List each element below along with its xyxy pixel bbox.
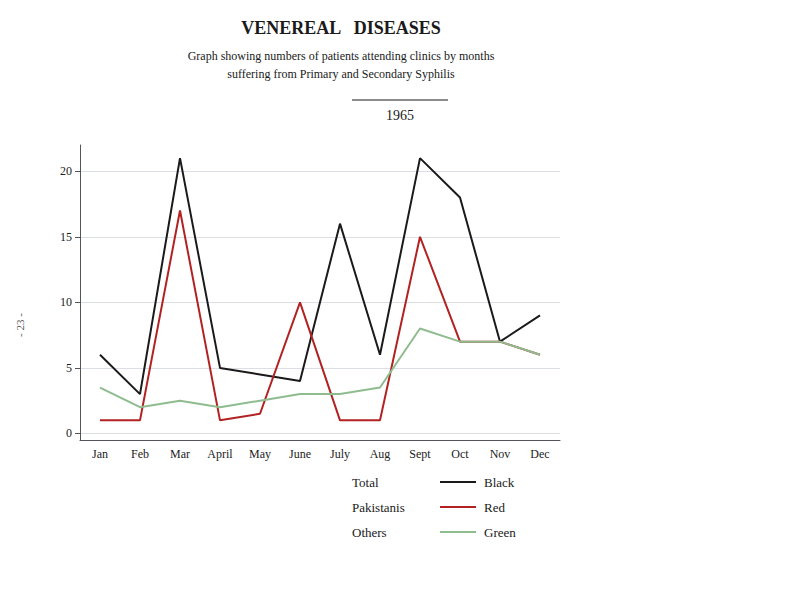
svg-text:15: 15	[60, 230, 72, 244]
svg-text:10: 10	[60, 295, 72, 309]
svg-text:July: July	[330, 447, 350, 461]
svg-text:Aug: Aug	[370, 447, 391, 461]
svg-text:5: 5	[66, 361, 72, 375]
svg-text:Graph showing numbers of patie: Graph showing numbers of patients attend…	[188, 49, 495, 63]
svg-text:Black: Black	[484, 475, 515, 490]
svg-text:Dec: Dec	[530, 447, 549, 461]
svg-text:Sept: Sept	[409, 447, 431, 461]
svg-text:0: 0	[66, 426, 72, 440]
svg-text:- 23 -: - 23 -	[14, 313, 26, 337]
svg-text:Pakistanis: Pakistanis	[352, 500, 405, 515]
svg-text:suffering from Primary and Sec: suffering from Primary and Secondary Syp…	[227, 67, 455, 81]
svg-text:Jan: Jan	[92, 447, 108, 461]
svg-text:May: May	[249, 447, 271, 461]
svg-text:April: April	[207, 447, 233, 461]
svg-text:June: June	[289, 447, 311, 461]
svg-text:Others: Others	[352, 525, 387, 540]
svg-text:20: 20	[60, 164, 72, 178]
svg-text:Total: Total	[352, 475, 379, 490]
svg-text:Mar: Mar	[170, 447, 190, 461]
svg-text:Red: Red	[484, 500, 505, 515]
svg-text:Green: Green	[484, 525, 516, 540]
svg-text:VENEREAL DISEASES: VENEREAL DISEASES	[241, 18, 441, 38]
svg-text:Feb: Feb	[131, 447, 149, 461]
svg-text:1965: 1965	[386, 108, 414, 123]
svg-text:Nov: Nov	[490, 447, 511, 461]
svg-text:Oct: Oct	[451, 447, 469, 461]
